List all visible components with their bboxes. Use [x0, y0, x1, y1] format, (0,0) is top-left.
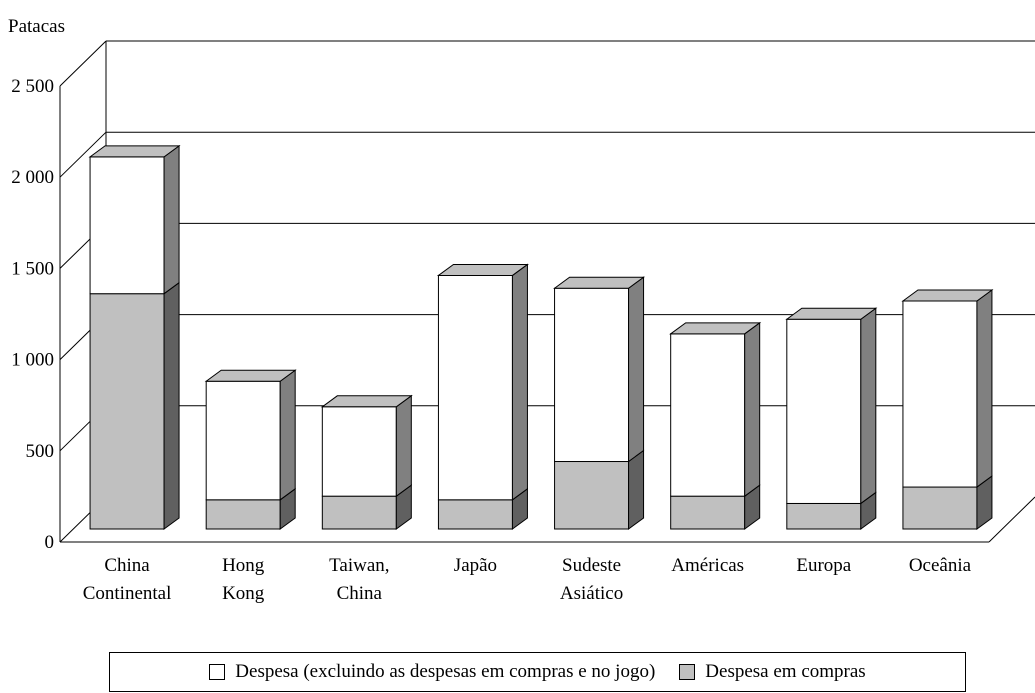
- bar-segment: [902, 300, 978, 488]
- x-tick-label: Sudeste: [562, 555, 621, 576]
- bar-segment-side: [163, 281, 180, 530]
- bar-stack: [436, 263, 529, 530]
- x-tick-label: Asiático: [560, 583, 623, 604]
- legend-swatch-white: [209, 664, 226, 680]
- x-tick-label: Kong: [222, 583, 265, 604]
- x-tick-label: Europa: [796, 555, 851, 576]
- legend-item-despesa: Despesa (excluindo as despesas em compra…: [209, 661, 655, 683]
- bar-segment-side: [511, 263, 528, 501]
- x-tick-labels: China Continental Hong Kong Taiwan, China Japã…: [83, 555, 972, 604]
- bar-top: [88, 145, 181, 158]
- y-tick-label: 2 500: [11, 76, 54, 97]
- x-tick-label: China: [337, 583, 383, 604]
- bar-stack: [204, 369, 297, 530]
- bar-top: [320, 395, 413, 408]
- bar-stack: [553, 276, 646, 530]
- grid-diagonal: [59, 40, 107, 87]
- bar-segment-side: [628, 449, 645, 530]
- bar-segment-side: [744, 321, 761, 498]
- bar-segment: [89, 156, 165, 295]
- bar-top: [553, 276, 646, 289]
- bar-segment: [321, 406, 397, 497]
- bar-segment: [554, 461, 630, 530]
- bar-segment: [437, 274, 513, 501]
- y-tick-labels: 0 500 1 000 1 500 2 000 2 500: [11, 76, 54, 553]
- bar-segment-side: [628, 276, 645, 463]
- y-tick-label: 500: [26, 441, 55, 462]
- y-tick-label: 0: [45, 532, 55, 553]
- floor-right-edge: [988, 496, 1035, 543]
- x-tick-label: Japão: [454, 555, 497, 576]
- bar-segment-side: [163, 144, 180, 295]
- grid-diagonal: [59, 131, 107, 178]
- bar-stack: [88, 144, 181, 530]
- bar-segment: [89, 293, 165, 530]
- x-tick-label: Oceânia: [909, 555, 972, 576]
- bar-top: [669, 322, 762, 335]
- bar-segment: [902, 486, 978, 530]
- bar-segment: [321, 495, 397, 530]
- bar-stack: [785, 307, 878, 530]
- bar-stack: [320, 394, 413, 530]
- bar-top: [785, 307, 878, 320]
- bar-segment-side: [860, 307, 877, 505]
- y-axis-label: Patacas: [8, 16, 65, 37]
- bar-stack: [669, 321, 762, 530]
- legend-label-compras: Despesa em compras: [705, 661, 866, 682]
- legend-label-despesa: Despesa (excluindo as despesas em compra…: [235, 661, 656, 682]
- x-tick-label: China: [104, 555, 150, 576]
- bar-segment: [786, 318, 862, 504]
- y-tick-label: 1 500: [11, 258, 54, 279]
- bar-segment: [205, 380, 281, 501]
- chart: Patacas 0 500 1 000 1 500 2 000 2 500 China Co…: [8, 16, 1035, 604]
- bar-top: [436, 263, 529, 276]
- bar-segment: [437, 499, 513, 530]
- y-tick-label: 1 000: [11, 350, 54, 371]
- y-tick-label: 2 000: [11, 167, 54, 188]
- bar-segment-side: [279, 369, 296, 501]
- bar-segment: [786, 502, 862, 530]
- x-tick-label: Taiwan,: [329, 555, 389, 576]
- bar-top: [901, 289, 994, 302]
- x-tick-label: Américas: [671, 555, 744, 576]
- legend-item-compras: Despesa em compras: [679, 661, 866, 683]
- x-tick-label: Hong: [222, 555, 265, 576]
- bar-segment: [670, 495, 746, 530]
- bar-segment: [205, 499, 281, 530]
- bars: [88, 144, 994, 530]
- bar-segment-side: [976, 289, 993, 489]
- x-tick-label: Continental: [83, 583, 172, 604]
- legend-swatch-gray: [679, 664, 696, 680]
- bar-segment: [670, 333, 746, 497]
- bar-stack: [901, 289, 994, 530]
- bar-segment-side: [395, 394, 412, 498]
- bar-segment: [554, 287, 630, 463]
- bar-top: [204, 369, 297, 382]
- legend: Despesa (excluindo as despesas em compra…: [109, 652, 966, 692]
